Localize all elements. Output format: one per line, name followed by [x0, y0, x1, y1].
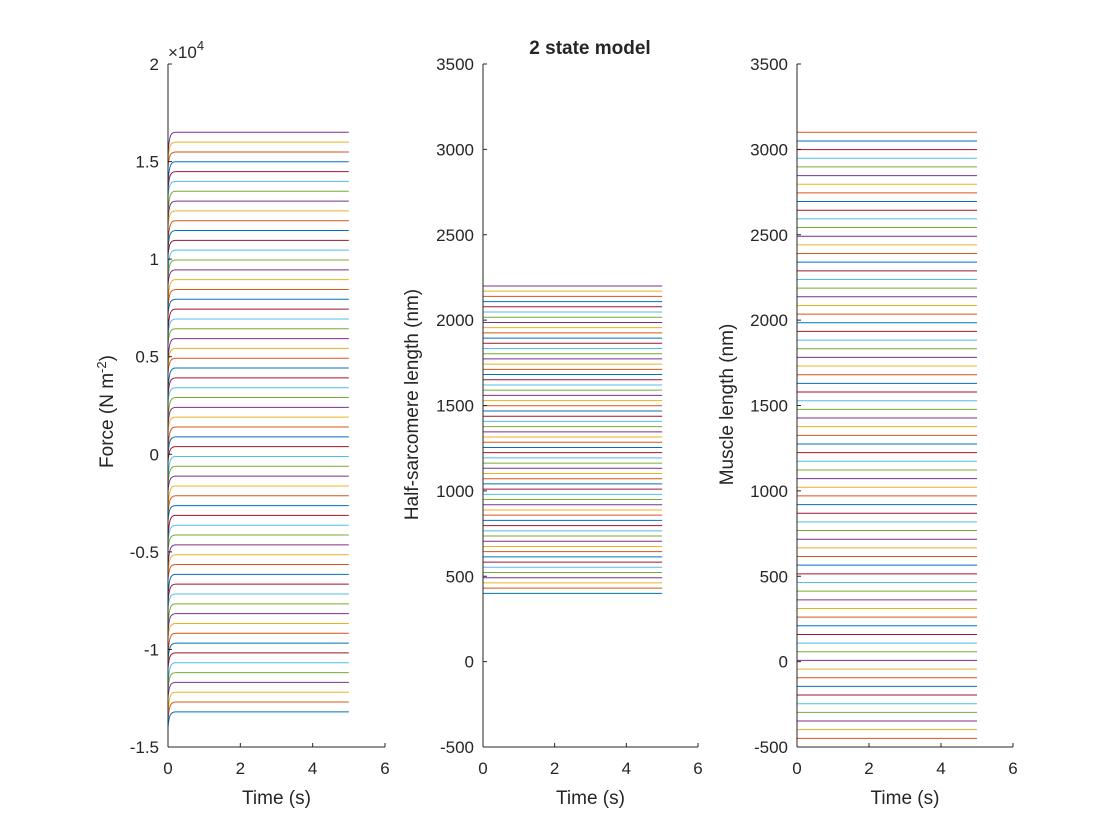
series-line — [167, 534, 349, 551]
y-tick-label: 1500 — [436, 397, 474, 416]
series-line — [167, 681, 349, 699]
traces — [797, 131, 977, 748]
y-tick-label: 500 — [760, 567, 788, 586]
y-tick-label: 3000 — [750, 140, 788, 159]
y-axis-label: Half-sarcomere length (nm) — [402, 289, 423, 520]
y-tick-label: 2000 — [750, 311, 788, 330]
y-axis-label: Force (N m-2) — [94, 355, 118, 468]
x-tick-label: 4 — [936, 759, 945, 778]
half-sarcomere-axes: 0 2 4 6-5000500100015002000250030003500Time… — [402, 55, 703, 809]
y-tick-label: 0 — [150, 445, 159, 464]
y-tick-label: 1500 — [750, 397, 788, 416]
muscle-length-axes: 0 2 4 6-5000500100015002000250030003500Time… — [717, 55, 1018, 809]
x-axis-label: Time (s) — [556, 788, 625, 809]
y-tick-label: 500 — [446, 567, 474, 586]
y-tick-label: -1.5 — [130, 738, 159, 757]
y-axis-label: Muscle length (nm) — [717, 324, 738, 486]
series-line — [167, 328, 349, 345]
y-tick-label: 3500 — [436, 55, 474, 74]
y-tick-label: -500 — [440, 738, 474, 757]
x-tick-label: 0 — [792, 759, 801, 778]
series-line — [167, 711, 349, 728]
x-axis-label: Time (s) — [242, 788, 311, 809]
traces — [483, 285, 663, 594]
x-tick-label: 4 — [622, 759, 631, 778]
x-tick-label: 0 — [478, 759, 487, 778]
force-axes: 0 2 4 6 -1.5 -1 -0.5 0 0.5 1 1.5 2 Time (s) Force (N … — [94, 38, 390, 809]
series-line — [167, 593, 349, 610]
x-tick-label: 4 — [308, 759, 317, 778]
series-line — [167, 416, 349, 433]
y-tick-label: 1000 — [750, 482, 788, 501]
y-tick-label: 0 — [779, 653, 788, 672]
y-tick-label: 2 — [150, 55, 159, 74]
y-tick-label: 1000 — [436, 482, 474, 501]
y-tick-label: 0 — [465, 653, 474, 672]
y-tick-label: 2500 — [750, 226, 788, 245]
y-tick-label: 2500 — [436, 226, 474, 245]
series-line — [167, 446, 349, 463]
y-tick-label: -500 — [754, 738, 788, 757]
series-line — [167, 652, 349, 669]
y-tick-label: -0.5 — [130, 543, 159, 562]
y-tick-label: 3000 — [436, 140, 474, 159]
y-tick-label: -1 — [144, 640, 159, 659]
y-tick-label: 3500 — [750, 55, 788, 74]
y-exponent-label: ×104 — [168, 38, 204, 62]
x-tick-label: 2 — [236, 759, 245, 778]
x-tick-label: 0 — [163, 759, 172, 778]
series-line — [167, 269, 349, 286]
series-line — [167, 564, 349, 581]
series-line — [167, 357, 349, 374]
x-tick-label: 6 — [693, 759, 702, 778]
y-tick-label: 2000 — [436, 311, 474, 330]
series-line — [167, 239, 349, 257]
series-line — [167, 298, 349, 315]
series-line — [167, 505, 349, 522]
x-tick-label: 2 — [550, 759, 559, 778]
x-tick-label: 6 — [380, 759, 389, 778]
series-line — [167, 475, 349, 492]
y-tick-label: 1.5 — [135, 153, 159, 172]
series-line — [167, 180, 349, 198]
x-tick-label: 6 — [1008, 759, 1017, 778]
series-line — [167, 210, 349, 227]
series-line — [167, 622, 349, 640]
x-tick-label: 2 — [864, 759, 873, 778]
chart-title: 2 state model — [529, 38, 650, 59]
series-line — [167, 387, 349, 404]
traces — [167, 131, 349, 728]
y-tick-label: 0.5 — [135, 348, 159, 367]
series-line — [167, 151, 349, 168]
x-axis-label: Time (s) — [871, 788, 940, 809]
y-tick-label: 1 — [150, 250, 159, 269]
